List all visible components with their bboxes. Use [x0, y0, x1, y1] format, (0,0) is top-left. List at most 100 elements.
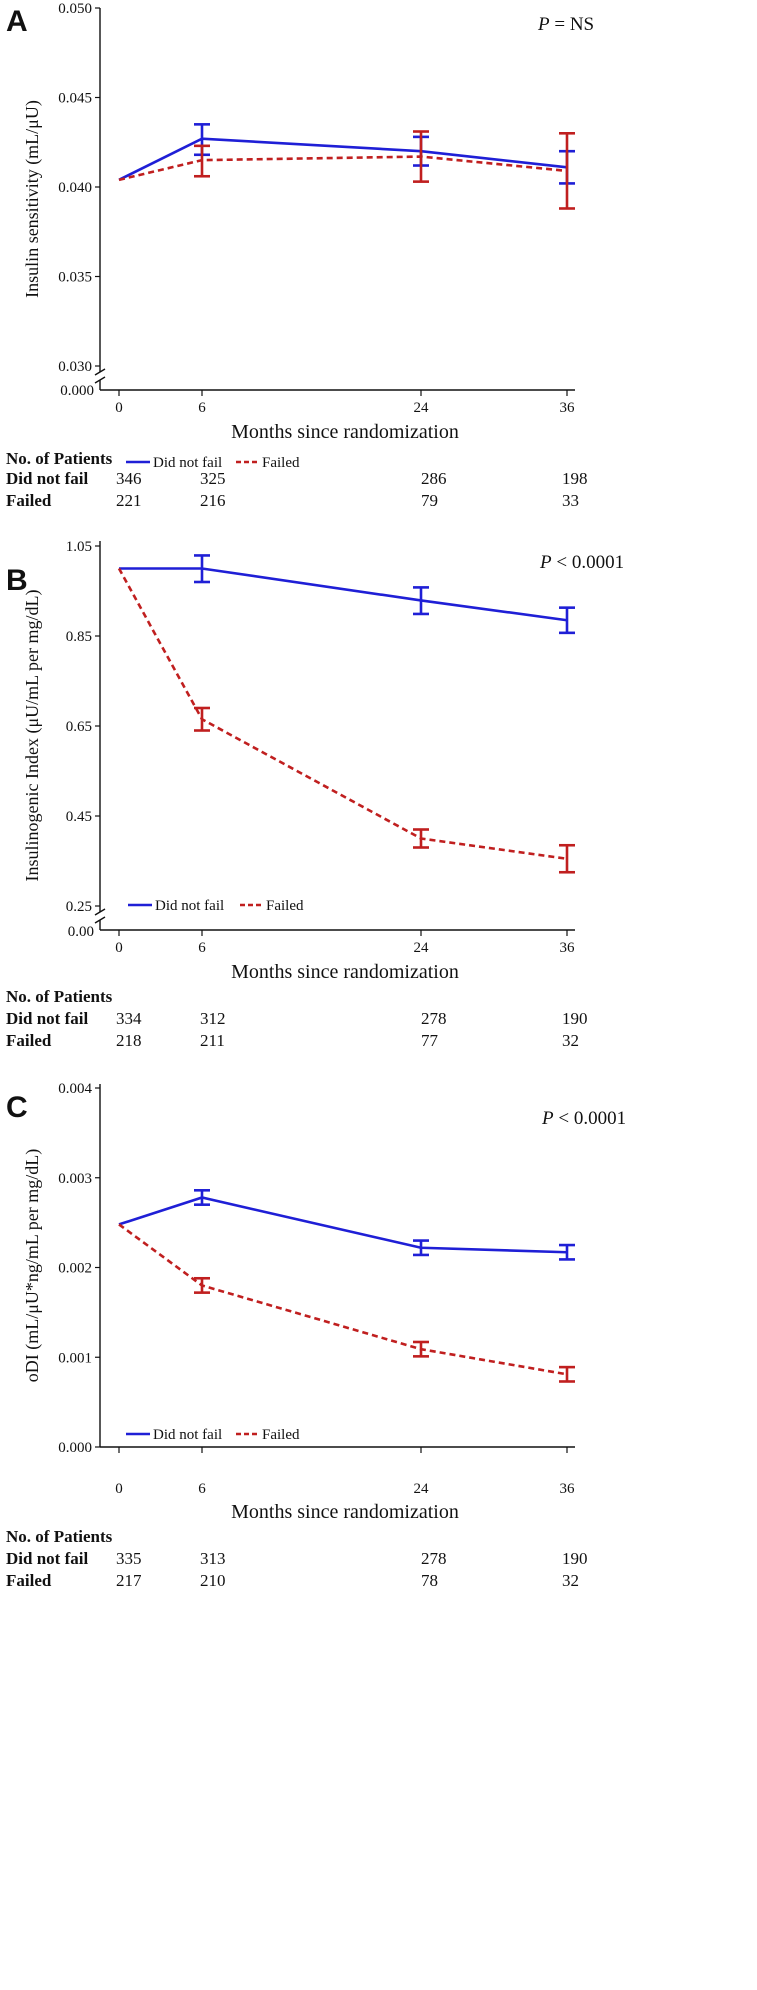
- x-tick-label: 0: [115, 940, 123, 956]
- y-tick-label: 0.002: [58, 1261, 92, 1277]
- legend-label-did-not-fail: Did not fail: [153, 1427, 222, 1443]
- patient-count: 190: [562, 1549, 588, 1568]
- patient-count: 210: [200, 1571, 226, 1590]
- legend-label-failed: Failed: [266, 898, 304, 914]
- x-tick-label: 36: [560, 1481, 576, 1497]
- panel-b: B 0.00 0.25 0.45 0.65 0.85 1.05 0 6 24 36 Months si…: [6, 539, 624, 1050]
- patient-table: No. of Patients Did not fail 335 313 278 190 F…: [6, 1527, 588, 1590]
- patient-table-header: No. of Patients: [6, 1527, 113, 1546]
- series-line-did-not-fail: [119, 567, 568, 622]
- x-tick-label: 36: [560, 400, 576, 416]
- patient-count: 335: [116, 1549, 142, 1568]
- patient-count: 221: [116, 491, 142, 510]
- x-tick-label: 6: [198, 940, 206, 956]
- legend-label-failed: Failed: [262, 455, 300, 471]
- p-value-text: < 0.0001: [552, 552, 624, 573]
- patient-count: 78: [421, 1571, 438, 1590]
- y-tick-label: 0.85: [66, 629, 92, 645]
- axis-break-icon: [94, 368, 106, 384]
- panel-label: B: [6, 564, 28, 597]
- p-value-annotation: P < 0.0001: [541, 1108, 626, 1129]
- p-value-annotation: P < 0.0001: [539, 552, 624, 573]
- patient-count: 198: [562, 469, 588, 488]
- y-tick-label: 0.001: [58, 1350, 92, 1366]
- p-value-symbol: P: [539, 552, 552, 573]
- x-axis-label: Months since randomization: [231, 1501, 459, 1523]
- patient-count: 32: [562, 1571, 579, 1590]
- y-tick-label-break: 0.00: [68, 924, 94, 940]
- x-tick-label: 0: [115, 400, 123, 416]
- patient-row-label: Failed: [6, 1031, 52, 1050]
- patient-count: 286: [421, 469, 447, 488]
- patient-count: 33: [562, 491, 579, 510]
- legend: Did not fail Failed: [128, 898, 304, 914]
- patient-count: 79: [421, 491, 438, 510]
- patient-row-label: Did not fail: [6, 1009, 88, 1028]
- p-value-annotation: P = NS: [537, 14, 594, 35]
- patient-count: 190: [562, 1009, 588, 1028]
- y-tick-label: 0.25: [66, 899, 92, 915]
- legend: Did not fail Failed: [126, 1427, 300, 1443]
- y-tick-label: 0.45: [66, 809, 92, 825]
- y-axis-label: Insulin sensitivity (mL/μU): [22, 100, 43, 298]
- axis-break-icon: [94, 908, 106, 924]
- patient-count: 218: [116, 1031, 142, 1050]
- panel-label: A: [6, 5, 28, 38]
- y-tick-label: 0.65: [66, 719, 92, 735]
- patient-count: 77: [421, 1031, 439, 1050]
- patient-row-label: Did not fail: [6, 1549, 88, 1568]
- patient-table-header: No. of Patients: [6, 987, 113, 1006]
- y-tick-label: 0.030: [58, 359, 92, 375]
- y-axis-label: Insulinogenic Index (μU/mL per mg/dL): [22, 590, 43, 882]
- p-value-text: < 0.0001: [554, 1108, 626, 1129]
- y-tick-label: 0.003: [58, 1171, 92, 1187]
- patient-count: 312: [200, 1009, 226, 1028]
- x-tick-label: 24: [414, 940, 430, 956]
- p-value-text: = NS: [550, 14, 595, 35]
- y-tick-label: 0.040: [58, 180, 92, 196]
- patient-count: 334: [116, 1009, 142, 1028]
- patient-row-label: Did not fail: [6, 469, 88, 488]
- patient-count: 325: [200, 469, 226, 488]
- panel-a: A 0.000 0.030 0.035 0.040 0.045 0.050 0 6 24 36 Mon…: [6, 1, 594, 510]
- patient-count: 313: [200, 1549, 226, 1568]
- x-tick-label: 24: [414, 1481, 430, 1497]
- patient-table: No. of Patients Did not fail 334 312 278 190 F…: [6, 987, 588, 1050]
- legend: Did not fail Failed: [126, 455, 300, 471]
- y-tick-label-break: 0.000: [60, 383, 94, 399]
- series-line-failed: [118, 1223, 568, 1376]
- x-tick-label: 36: [560, 940, 576, 956]
- series-line-did-not-fail: [118, 1196, 568, 1254]
- legend-label-did-not-fail: Did not fail: [155, 898, 224, 914]
- x-tick-label: 6: [198, 1481, 206, 1497]
- patient-row-label: Failed: [6, 491, 52, 510]
- patient-count: 278: [421, 1009, 447, 1028]
- y-tick-label: 0.050: [58, 1, 92, 17]
- x-axis-label: Months since randomization: [231, 421, 459, 443]
- patient-count: 216: [200, 491, 226, 510]
- series-line-failed: [118, 155, 568, 182]
- y-tick-label: 0.000: [58, 1440, 92, 1456]
- patient-table-header: No. of Patients: [6, 449, 113, 468]
- y-tick-label: 1.05: [66, 539, 92, 555]
- series-line-failed: [117, 567, 568, 861]
- patient-count: 278: [421, 1549, 447, 1568]
- p-value-symbol: P: [537, 14, 550, 35]
- p-value-symbol: P: [541, 1108, 554, 1129]
- legend-label-failed: Failed: [262, 1427, 300, 1443]
- x-axis-label: Months since randomization: [231, 961, 459, 983]
- legend-label-did-not-fail: Did not fail: [153, 455, 222, 471]
- patient-count: 211: [200, 1031, 225, 1050]
- patient-count: 32: [562, 1031, 579, 1050]
- x-tick-label: 24: [414, 400, 430, 416]
- y-tick-label: 0.035: [58, 270, 92, 286]
- patient-count: 346: [116, 469, 142, 488]
- x-tick-label: 0: [115, 1481, 123, 1497]
- y-tick-label: 0.045: [58, 91, 92, 107]
- panel-label: C: [6, 1091, 28, 1124]
- y-tick-label: 0.004: [58, 1081, 92, 1097]
- panel-c: C 0.000 0.001 0.002 0.003 0.004 0 6 24 36 Months s…: [6, 1081, 626, 1590]
- patient-row-label: Failed: [6, 1571, 52, 1590]
